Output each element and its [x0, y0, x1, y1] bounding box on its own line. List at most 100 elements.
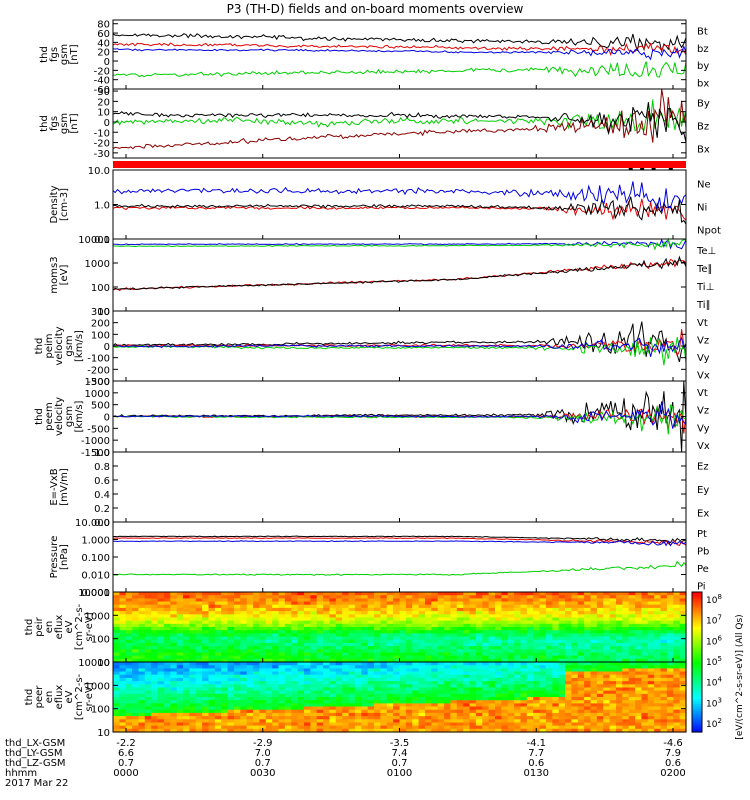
spectrogram-cell — [660, 693, 668, 698]
spectrogram-cell — [272, 671, 280, 676]
spectrogram-cell — [272, 633, 280, 638]
spectrogram-cell — [590, 601, 598, 606]
spectrogram-cell — [195, 712, 203, 717]
spectrogram-cell — [151, 592, 159, 596]
spectrogram-cell — [526, 716, 534, 720]
spectrogram-cell — [552, 598, 560, 603]
spectrogram-cell — [673, 728, 681, 733]
spectrogram-cell — [444, 636, 452, 641]
spectrogram-cell — [495, 627, 502, 631]
spectrogram-cell — [234, 687, 241, 692]
spectrogram-cell — [552, 642, 560, 647]
spectrogram-cell — [514, 652, 522, 657]
spectrogram-cell — [361, 671, 369, 676]
spectrogram-cell — [221, 658, 229, 663]
spectrogram-cell — [666, 684, 674, 689]
spectrogram-cell — [463, 662, 471, 666]
spectrogram-cell — [119, 642, 127, 647]
spectrogram-cell — [412, 690, 420, 695]
spectrogram-cell — [119, 604, 127, 609]
spectrogram-cell — [501, 595, 509, 599]
spectrogram-cell — [195, 620, 203, 625]
spectrogram-cell — [278, 709, 286, 714]
spectrogram-cell — [641, 604, 649, 609]
spectrogram-cell — [304, 598, 311, 603]
spectrogram-cell — [654, 649, 662, 654]
spectrogram-cell — [558, 642, 566, 647]
spectrogram-cell — [641, 693, 649, 698]
spectrogram-cell — [335, 658, 343, 663]
spectrogram-cell — [189, 693, 197, 698]
y-axis-label: gsm — [64, 335, 75, 356]
spectrogram-cell — [635, 614, 643, 619]
spectrogram-cell — [157, 655, 165, 660]
spectrogram-cell — [138, 709, 146, 714]
spectrogram-cell — [552, 620, 560, 625]
spectrogram-cell — [673, 627, 681, 631]
spectrogram-cell — [565, 697, 572, 701]
spectrogram-cell — [418, 598, 426, 603]
spectrogram-cell — [119, 725, 127, 730]
spectrogram-cell — [514, 674, 522, 679]
spectrogram-cell — [647, 614, 655, 619]
spectrogram-cell — [539, 662, 547, 666]
spectrogram-cell — [132, 617, 140, 622]
spectrogram-cell — [571, 684, 579, 689]
spectrogram-cell — [278, 725, 286, 730]
spectrogram-cell — [533, 611, 541, 615]
spectrogram-cell — [119, 639, 127, 644]
spectrogram-cell — [463, 700, 471, 704]
spectrogram-cell — [183, 592, 190, 596]
spectrogram-cell — [501, 598, 509, 603]
spectrogram-cell — [673, 598, 681, 603]
y-tick-label: 300 — [91, 307, 110, 318]
y-tick-label: 0.001 — [81, 588, 110, 599]
spectrogram-cell — [399, 665, 407, 669]
spectrogram-cell — [195, 725, 203, 730]
spectrogram-cell — [176, 677, 184, 682]
spectrogram-cell — [214, 671, 222, 676]
spectrogram-cell — [450, 668, 458, 673]
spectrogram-cell — [367, 671, 375, 676]
spectrogram-cell — [622, 697, 630, 701]
spectrogram-cell — [125, 592, 133, 596]
spectrogram-cell — [214, 592, 222, 596]
spectrogram-cell — [552, 725, 560, 730]
spectrogram-cell — [622, 684, 630, 689]
spectrogram-cell — [380, 652, 388, 657]
spectrogram-cell — [221, 665, 229, 669]
spectrogram-cell — [399, 633, 407, 638]
spectrogram-cell — [386, 601, 394, 606]
spectrogram-cell — [195, 668, 203, 673]
spectrogram-cell — [558, 604, 566, 609]
spectrogram-cell — [526, 658, 534, 663]
spectrogram-cell — [501, 620, 509, 625]
spectrogram-cell — [189, 674, 197, 679]
spectrogram-cell — [558, 646, 566, 650]
spectrogram-cell — [603, 690, 611, 695]
series-Te⊥-line — [112, 258, 687, 292]
y-axis-label: [cm^2-s- — [74, 603, 85, 650]
spectrogram-cell — [616, 693, 623, 698]
spectrogram-cell — [157, 614, 165, 619]
spectrogram-cell — [367, 690, 375, 695]
spectrogram-cell — [565, 655, 572, 660]
spectrogram-cell — [469, 617, 477, 622]
spectrogram-cell — [202, 623, 210, 628]
spectrogram-cell — [647, 620, 655, 625]
x-axis-value: 7.7 — [528, 748, 544, 759]
spectrogram-cell — [265, 728, 273, 733]
spectrogram-cell — [259, 719, 267, 724]
spectrogram-cell — [590, 617, 598, 622]
spectrogram-cell — [482, 652, 490, 657]
spectrogram-cell — [310, 598, 318, 603]
spectrogram-cell — [405, 709, 413, 714]
spectrogram-cell — [125, 639, 133, 644]
spectrogram-cell — [635, 598, 643, 603]
spectrogram-cell — [291, 614, 299, 619]
spectrogram-cell — [374, 709, 381, 714]
spectrogram-cell — [533, 725, 541, 730]
spectrogram-cell — [272, 617, 280, 622]
spectrogram-cell — [246, 681, 254, 685]
